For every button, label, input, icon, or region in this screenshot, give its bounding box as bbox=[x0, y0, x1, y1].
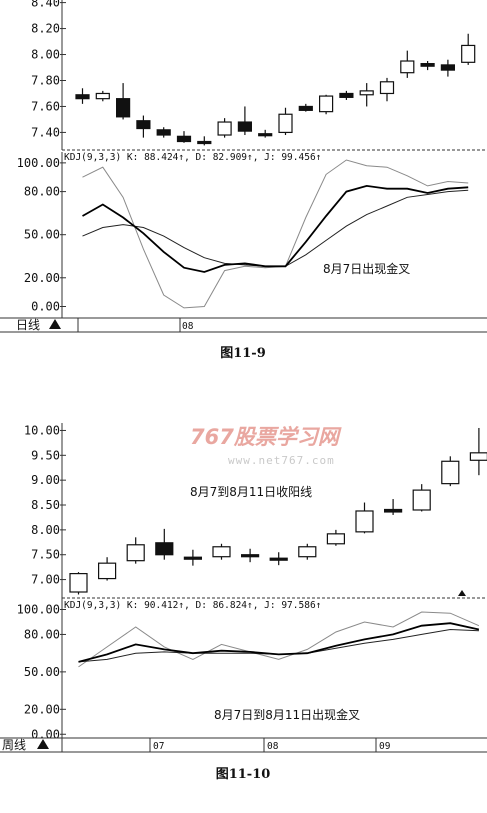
candle-body bbox=[412, 489, 431, 511]
kdj-axis-ticks: 100.00 80.00 50.00 20.00 0.00 bbox=[17, 156, 66, 314]
axis-tick-label: 8.20 bbox=[31, 22, 60, 36]
kdj-k-line bbox=[82, 184, 469, 273]
watermark-url: www.net767.com bbox=[228, 454, 335, 467]
candle-body bbox=[237, 121, 252, 132]
figure-caption: 图11-10 bbox=[216, 767, 271, 782]
candle-body bbox=[183, 556, 202, 560]
kdj-lines bbox=[78, 611, 480, 668]
axis-tick-label: 9.00 bbox=[31, 473, 60, 487]
axis-tick-label: 0.00 bbox=[31, 300, 60, 314]
candlestick-series bbox=[69, 427, 487, 595]
axis-tick-label: 20.00 bbox=[24, 702, 60, 716]
candle-body bbox=[156, 129, 171, 136]
candle-body bbox=[69, 573, 88, 593]
candle-body bbox=[75, 94, 90, 100]
axis-tick-label: 20.00 bbox=[24, 271, 60, 285]
axis-tick-label: 8.50 bbox=[31, 498, 60, 512]
figure-11-9: 8.40 8.20 8.00 7.80 7.60 7.40 KDJ(9,3,3) K: 8… bbox=[0, 0, 487, 361]
candle-body bbox=[115, 98, 131, 118]
candle-body bbox=[384, 508, 403, 513]
axis-tick-label: 8.40 bbox=[31, 0, 60, 10]
golden-cross-annotation: 8月7日出现金叉 bbox=[323, 261, 410, 276]
candle-body bbox=[326, 533, 345, 545]
kdj-k-line bbox=[78, 622, 480, 663]
kdj-d-line bbox=[82, 189, 469, 267]
candle-body bbox=[95, 92, 110, 100]
candle-body bbox=[298, 105, 313, 111]
candle-body bbox=[241, 554, 260, 558]
period-marker-icon bbox=[49, 319, 61, 329]
candle-body bbox=[269, 557, 288, 561]
date-label-09: 09 bbox=[379, 741, 391, 752]
axis-tick-label: 10.00 bbox=[24, 423, 60, 437]
period-marker-icon bbox=[37, 739, 49, 749]
candle-body bbox=[258, 133, 273, 137]
candle-body bbox=[126, 544, 145, 562]
date-label-08: 08 bbox=[267, 741, 279, 752]
axis-tick-label: 7.80 bbox=[31, 73, 60, 87]
axis-tick-label: 7.00 bbox=[31, 573, 60, 587]
axis-tick-label: 7.60 bbox=[31, 99, 60, 113]
axis-tick-label: 50.00 bbox=[24, 665, 60, 679]
figure-caption: 图11-9 bbox=[220, 346, 266, 361]
axis-tick-label: 100.00 bbox=[17, 602, 60, 616]
date-label-07: 07 bbox=[153, 741, 164, 752]
kdj-header: KDJ(9,3,3) K: 88.424↑, D: 82.909↑, J: 99… bbox=[64, 152, 321, 163]
axis-tick-label: 50.00 bbox=[24, 228, 60, 242]
watermark-brand: 767股票学习网 bbox=[190, 425, 342, 449]
date-label-08: 08 bbox=[182, 321, 194, 332]
axis-tick-label: 80.00 bbox=[24, 185, 60, 199]
candle-body bbox=[298, 546, 317, 558]
candle-body bbox=[136, 120, 151, 130]
period-label: 周线 bbox=[2, 738, 26, 752]
kdj-j-line bbox=[78, 611, 480, 668]
candlestick-series bbox=[75, 33, 476, 146]
candle-body bbox=[355, 510, 374, 533]
candle-body bbox=[176, 135, 192, 143]
candle-body bbox=[420, 63, 435, 67]
golden-cross-annotation: 8月7日到8月11日出现金叉 bbox=[214, 707, 360, 722]
candle-body bbox=[469, 452, 487, 461]
price-axis-ticks: 10.00 9.50 9.00 8.50 8.00 7.50 7.00 bbox=[24, 423, 66, 587]
kdj-j-line bbox=[82, 159, 469, 309]
axis-tick-label: 9.50 bbox=[31, 448, 60, 462]
candle-body bbox=[339, 92, 354, 98]
candle-body bbox=[359, 90, 374, 96]
kdj-header: KDJ(9,3,3) K: 90.412↑, D: 86.824↑, J: 97… bbox=[64, 600, 321, 611]
period-label: 日线 bbox=[16, 318, 40, 332]
axis-tick-label: 100.00 bbox=[17, 156, 60, 170]
candle-body bbox=[319, 95, 334, 113]
axis-tick-label: 80.00 bbox=[24, 627, 60, 641]
figure-11-10: 10.00 9.50 9.00 8.50 8.00 7.50 7.00 767股票学习网 w… bbox=[0, 423, 487, 782]
axis-tick-label: 0.00 bbox=[31, 727, 60, 741]
candle-body bbox=[441, 460, 460, 485]
kdj-lines bbox=[82, 159, 469, 309]
axis-tick-label: 8.00 bbox=[31, 523, 60, 537]
candle-body bbox=[197, 140, 212, 145]
candle-body bbox=[379, 81, 395, 95]
candle-body bbox=[461, 44, 476, 63]
candle-body bbox=[155, 542, 174, 556]
axis-tick-label: 7.50 bbox=[31, 548, 60, 562]
candle-body bbox=[212, 546, 231, 558]
price-axis-ticks: 8.40 8.20 8.00 7.80 7.60 7.40 bbox=[31, 0, 66, 139]
axis-tick-label: 7.40 bbox=[31, 125, 60, 139]
candle-body bbox=[278, 113, 293, 134]
axis-tick-label: 8.00 bbox=[31, 48, 60, 62]
kdj-axis-ticks: 100.00 80.00 50.00 20.00 0.00 bbox=[17, 602, 66, 741]
candle-body bbox=[97, 562, 117, 580]
marker-icon bbox=[458, 590, 466, 596]
candle-body bbox=[400, 60, 415, 74]
bullish-candle-annotation: 8月7到8月11日收阳线 bbox=[190, 485, 312, 499]
candle-body bbox=[217, 121, 232, 136]
candle-body bbox=[440, 64, 455, 71]
